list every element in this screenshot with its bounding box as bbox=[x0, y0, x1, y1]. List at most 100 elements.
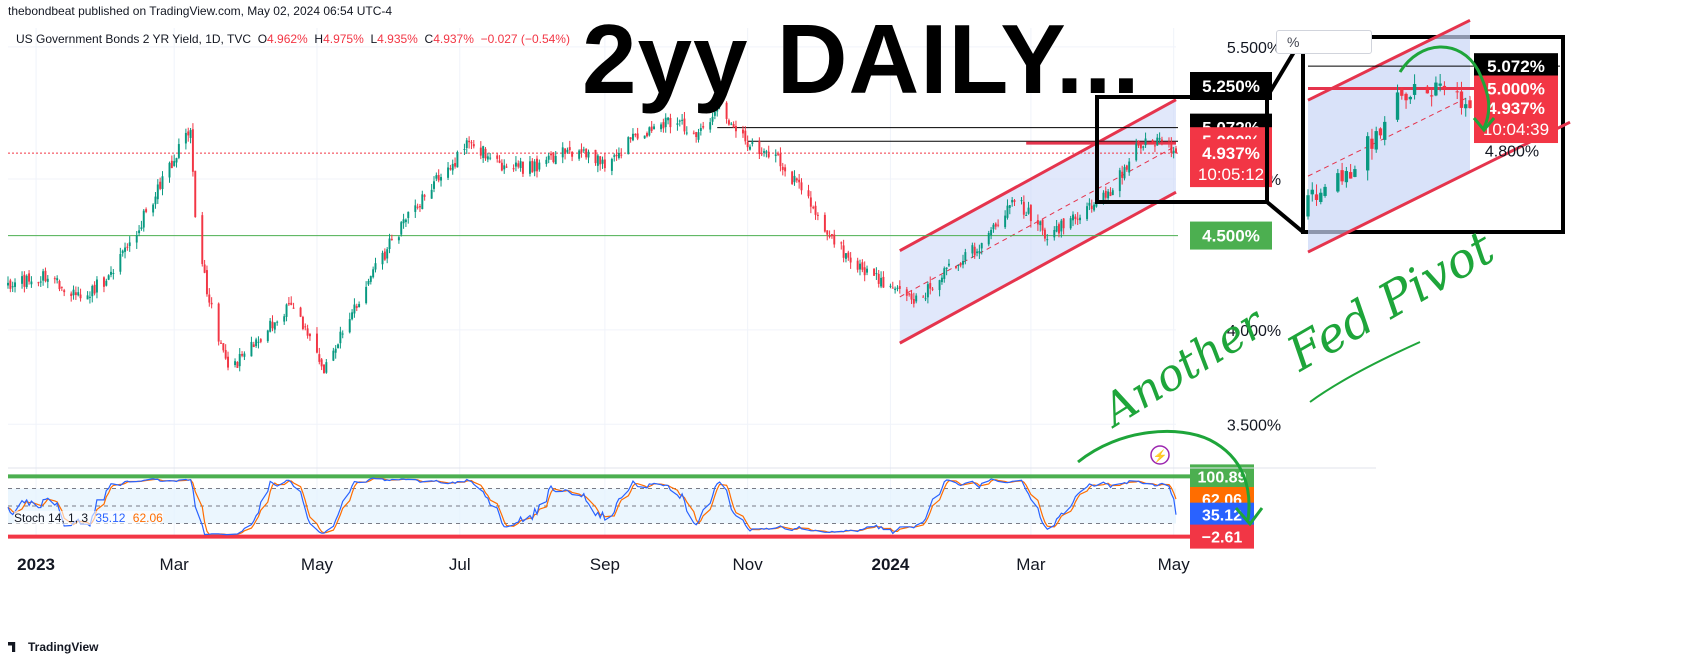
time-axis: 2023 Mar May Jul Sep Nov 2024 Mar May bbox=[17, 555, 1190, 574]
candle-body bbox=[987, 233, 990, 245]
stoch-legend[interactable]: Stoch 14, 1, 3 35.12 62.06 bbox=[14, 511, 163, 525]
inset-candle-body bbox=[1378, 128, 1383, 136]
candle-body bbox=[1156, 137, 1159, 146]
candle-body bbox=[1072, 214, 1074, 221]
candle-body bbox=[1008, 205, 1011, 208]
candle-body bbox=[191, 129, 194, 172]
candle-body bbox=[725, 102, 728, 119]
candle-body bbox=[1109, 192, 1112, 197]
stochastic-pane: 100.89 62.06 35.12 −2.61 ⚡ bbox=[7, 445, 1376, 549]
candle-body bbox=[580, 149, 583, 153]
candle-body bbox=[468, 140, 471, 143]
candle-body bbox=[187, 131, 190, 136]
candle-body bbox=[205, 270, 208, 295]
candle-body bbox=[777, 153, 780, 155]
inset-candle-body bbox=[1353, 169, 1357, 177]
candle-body bbox=[751, 142, 754, 144]
tradingview-footer[interactable]: TradingView bbox=[8, 640, 98, 654]
candle-body bbox=[718, 100, 721, 108]
footer-brand: TradingView bbox=[28, 640, 99, 654]
candle-body bbox=[536, 158, 538, 172]
candle-body bbox=[636, 133, 639, 139]
candle-body bbox=[348, 319, 351, 333]
candle-body bbox=[479, 147, 482, 156]
candle-body bbox=[894, 288, 897, 291]
candle-body bbox=[926, 284, 929, 298]
candle-body bbox=[30, 281, 33, 285]
candle-body bbox=[238, 353, 241, 367]
candle-body bbox=[863, 267, 866, 276]
symbol-legend[interactable]: US Government Bonds 2 YR Yield, 1D, TVC … bbox=[16, 32, 570, 46]
candle-body bbox=[664, 117, 667, 128]
candle-body bbox=[1139, 144, 1142, 149]
candle-body bbox=[323, 364, 325, 374]
symbol-name: US Government Bonds 2 YR Yield, 1D, TVC bbox=[16, 32, 252, 46]
candle-body bbox=[1090, 205, 1093, 210]
candle-body bbox=[243, 353, 246, 357]
price-tag-label: 5.250% bbox=[1202, 77, 1260, 96]
candle-body bbox=[72, 289, 75, 296]
candle-body bbox=[465, 140, 468, 149]
candle-body bbox=[566, 149, 569, 153]
candle-body bbox=[266, 330, 269, 342]
candle-body bbox=[1125, 165, 1128, 170]
candle-body bbox=[634, 134, 637, 136]
candle-body bbox=[154, 196, 157, 205]
candle-body bbox=[255, 339, 258, 347]
candle-body bbox=[423, 195, 426, 197]
candle-body bbox=[610, 158, 613, 171]
candle-body bbox=[779, 153, 782, 167]
stoch-label: Stoch bbox=[14, 511, 45, 525]
candle-body bbox=[482, 146, 485, 158]
inset-candle-body bbox=[1455, 91, 1459, 93]
stoch-tag-label: −2.61 bbox=[1202, 530, 1243, 547]
candle-body bbox=[781, 166, 784, 170]
candle-body bbox=[545, 159, 548, 164]
headline-title: 2yy DAILY... bbox=[582, 4, 1141, 114]
inset-candle-body bbox=[1434, 82, 1438, 96]
candle-body bbox=[809, 197, 812, 207]
candle-body bbox=[161, 176, 164, 190]
candle-body bbox=[1027, 207, 1030, 214]
candle-body bbox=[1123, 167, 1126, 179]
annotation-underline bbox=[1309, 341, 1421, 403]
time-tick-label: Sep bbox=[590, 555, 620, 574]
candle-body bbox=[484, 148, 487, 159]
candle-body bbox=[498, 160, 501, 163]
candle-body bbox=[758, 140, 761, 154]
candle-body bbox=[594, 149, 597, 164]
candle-body bbox=[470, 142, 473, 144]
candle-body bbox=[353, 304, 356, 314]
candle-body bbox=[1118, 170, 1121, 192]
candle-body bbox=[585, 148, 588, 158]
percent-scale-button[interactable]: % bbox=[1276, 30, 1372, 54]
close-value: 4.937% bbox=[433, 32, 474, 46]
candle-body bbox=[514, 162, 517, 167]
candle-body bbox=[9, 280, 12, 289]
inset-candle-body bbox=[1323, 186, 1327, 196]
candle-body bbox=[1076, 218, 1079, 220]
candle-body bbox=[315, 333, 318, 353]
candle-body bbox=[332, 350, 335, 361]
candle-body bbox=[1041, 219, 1044, 231]
candle-body bbox=[732, 124, 735, 128]
candle-body bbox=[496, 155, 499, 159]
candle-body bbox=[1053, 229, 1056, 238]
candle-body bbox=[337, 344, 340, 349]
lightning-icon bbox=[1150, 445, 1170, 465]
candle-body bbox=[875, 273, 878, 275]
candle-body bbox=[210, 302, 213, 305]
publisher-line: thebondbeat published on TradingView.com… bbox=[8, 4, 393, 18]
candle-body bbox=[795, 178, 798, 181]
candle-body bbox=[1039, 221, 1042, 226]
price-tick-label: 4.000% bbox=[1227, 323, 1281, 340]
inset-candle-body bbox=[1344, 171, 1349, 183]
candle-body bbox=[1135, 143, 1138, 161]
candle-body bbox=[660, 124, 663, 130]
candle-body bbox=[269, 320, 272, 332]
candle-body bbox=[440, 177, 443, 181]
candle-body bbox=[435, 175, 438, 179]
lightning-glyph: ⚡ bbox=[1153, 449, 1168, 463]
candle-body bbox=[236, 361, 239, 368]
candle-body bbox=[28, 273, 31, 282]
